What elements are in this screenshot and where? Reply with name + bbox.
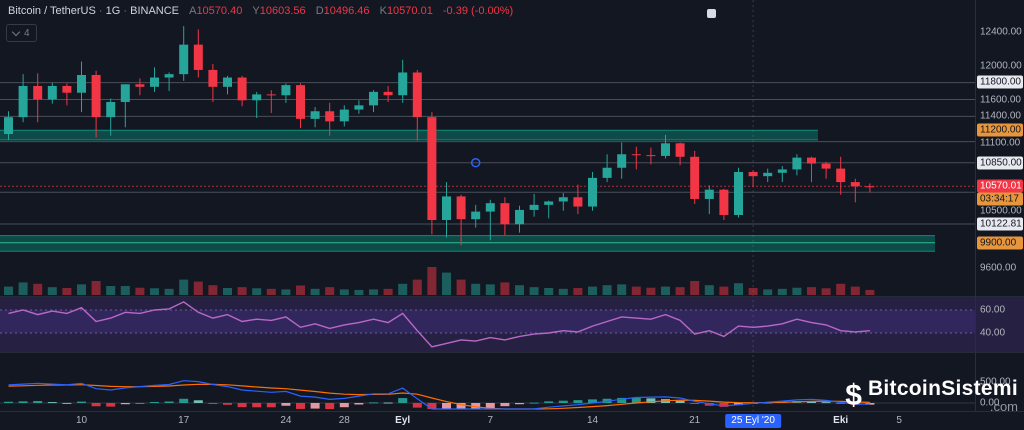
watermark-name: BitcoinSistemi [867,377,1018,400]
chevron-down-icon [11,27,21,37]
change-value: -0.39 (-0.00%) [442,5,514,17]
price-axis-label: 11600.00 [980,94,1021,106]
time-axis[interactable]: 25 Eyl '20 10 17 24 28 Eyl 7 14 21 Eki 5 [0,411,1024,430]
crosshair-date-badge: 25 Eyl '20 [725,414,781,428]
legend-separator: · [123,5,128,17]
price-axis-label: 12400.00 [980,26,1022,38]
site-watermark: $ BitcoinSistemi .com [845,378,1018,414]
price-axis-label: 12000.00 [980,60,1022,72]
price-axis-label: 9900.00 [977,236,1023,250]
price-axis-label: 60.00 [980,304,1006,316]
price-axis-label: 10570.01 [977,179,1023,193]
hidden-indicators-count: 4 [24,27,30,39]
price-axis[interactable]: 12400.00 12000.00 11800.00 11600.00 11400.00… [975,0,1024,411]
price-axis-label: 10850.00 [977,156,1023,170]
rsi-pane-background [0,297,1024,352]
pane-separator[interactable] [0,352,1024,353]
bitcoinsistemi-logo-icon: $ [845,379,862,412]
price-axis-label: 11100.00 [980,137,1021,149]
close-label: K [379,5,387,17]
symbol-legend: Bitcoin / TetherUS · 1G · BINANCE A10570… [8,5,513,17]
time-axis-label: 17 [178,415,190,426]
price-axis-label: 500.00 [980,376,1011,388]
price-axis-label: 11800.00 [977,75,1023,89]
pane-control-icon[interactable] [707,9,716,18]
price-axis-label: 10122.81 [977,217,1023,231]
price-axis-label: 9600.00 [980,262,1017,274]
time-axis-label: 5 [896,415,902,426]
time-axis-label: 10 [75,415,88,426]
time-axis-label: 24 [280,415,292,426]
low-value: 10496.46 [323,5,370,17]
price-axis-label: 11400.00 [980,110,1021,122]
price-axis-label: 03:34:17 [977,192,1023,206]
time-axis-label: 14 [586,415,599,426]
price-axis-label: 11200.00 [977,123,1023,137]
exchange-label[interactable]: BINANCE [130,5,180,17]
legend-separator: · [98,5,103,17]
time-axis-label: 7 [487,415,494,426]
pane-separator[interactable] [0,296,1024,297]
time-axis-label: Eki [833,415,849,426]
interval-label[interactable]: 1G [105,5,121,17]
open-label: A [189,5,197,17]
price-axis-label: 0.00 [980,397,1000,409]
close-value: 10570.01 [386,5,433,17]
high-label: Y [252,5,260,17]
high-value: 10603.56 [259,5,306,17]
time-axis-label: Eyl [395,415,411,426]
symbol-title[interactable]: Bitcoin / TetherUS [8,5,96,17]
price-axis-label: 40.00 [980,327,1006,339]
time-axis-label: 21 [689,415,701,426]
open-value: 10570.40 [196,5,243,17]
watermark-tld: .com [989,399,1018,414]
indicators-collapse-chip[interactable]: 4 [6,24,37,42]
low-label: D [315,5,324,17]
price-axis-label: 10500.00 [980,205,1022,217]
price-chart-canvas[interactable] [0,0,975,411]
time-axis-label: 28 [338,415,350,426]
